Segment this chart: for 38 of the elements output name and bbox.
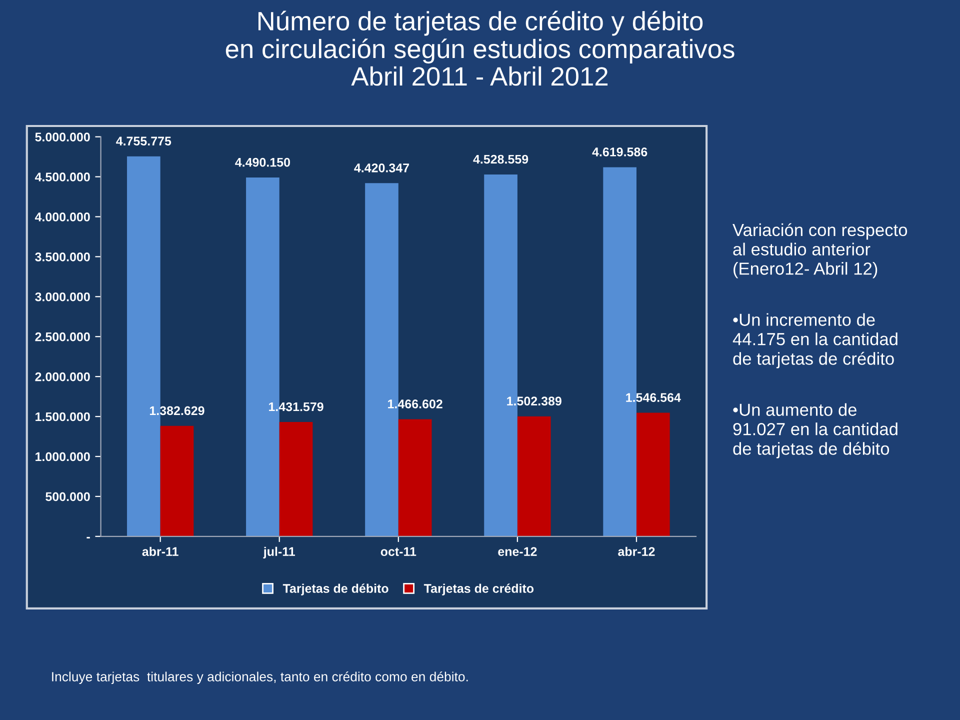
chart-title: Número de tarjetas de crédito y débito en circulación según estudios comparativos Abril 2011 - Abril 2012 [226, 10, 734, 86]
y-tick-label: - [86, 536, 90, 538]
text: •Un incremento de 44.175 en la cantidad de tarjetas de crédito [732, 313, 898, 368]
data-label: 4.420.347 [354, 163, 409, 172]
x-tick-label: abr-11 [142, 546, 178, 556]
x-tick-label: ene-12 [498, 547, 537, 556]
y-tick-label: 1.000.000 [36, 452, 90, 462]
y-tick-label: 4.500.000 [34, 172, 90, 182]
data-label: 4.528.559 [473, 154, 528, 164]
text: Incluye tarjetas titulares y adicionales, tanto en crédito como en débito. [52, 672, 468, 684]
text: Variación con respecto al estudio anterior (Enero12- Abril 12) [732, 223, 908, 278]
legend-label: Tarjetas de crédito [424, 584, 534, 596]
y-tick-label: 2.000.000 [35, 372, 90, 382]
y-tick-label: 3.000.000 [35, 292, 90, 302]
data-label: 4.619.586 [592, 148, 648, 156]
y-tick-label: 4.000.000 [34, 212, 90, 222]
x-tick-label: oct-11 [380, 547, 416, 556]
legend-label: Tarjetas de débito [282, 584, 388, 596]
bar [279, 422, 313, 536]
data-label: 1.546.564 [626, 393, 681, 402]
x-tick-label: abr-12 [618, 546, 655, 556]
y-tick-label: 1.500.000 [36, 412, 90, 422]
data-label: 4.490.150 [235, 158, 290, 167]
bar [517, 416, 551, 536]
y-tick-label: 2.500.000 [35, 332, 90, 342]
data-label: 4.755.775 [116, 136, 172, 146]
data-label: 1.502.389 [507, 396, 562, 406]
y-tick-label: 5.000.000 [35, 132, 90, 142]
x-tick-label: jul-11 [263, 546, 295, 558]
y-tick-label: 3.500.000 [35, 252, 90, 262]
data-label: 1.466.602 [388, 400, 442, 408]
text: •Un aumento de 91.027 en la cantidad de tarjetas de débito [733, 403, 898, 458]
data-label: 1.382.629 [150, 406, 204, 416]
bar [636, 412, 670, 536]
bar [398, 419, 432, 536]
bar [160, 426, 194, 536]
y-tick-label: 500.000 [46, 492, 90, 502]
data-label: 1.431.579 [269, 402, 324, 412]
